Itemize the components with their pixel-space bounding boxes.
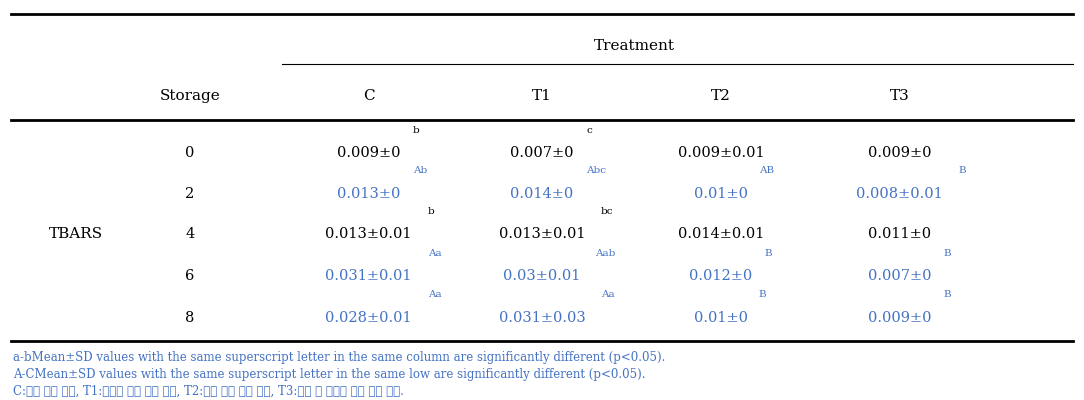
- Text: B: B: [765, 249, 773, 258]
- Text: C:일반 돈육 패티, T1:미강유 대체 돈육 패티, T2:황련 대체 돈육 패티, T3:황련 및 미강유 대체 돈육 패티.: C:일반 돈육 패티, T1:미강유 대체 돈육 패티, T2:황련 대체 돈육…: [13, 385, 404, 398]
- Text: B: B: [759, 290, 766, 299]
- Text: 0.013±0.01: 0.013±0.01: [325, 227, 412, 241]
- Text: 0.011±0: 0.011±0: [868, 227, 931, 241]
- Text: 0.009±0: 0.009±0: [337, 146, 400, 160]
- Text: 0.01±0: 0.01±0: [694, 186, 748, 201]
- Text: 0.013±0.01: 0.013±0.01: [499, 227, 585, 241]
- Text: c: c: [586, 126, 592, 134]
- Text: 0.014±0.01: 0.014±0.01: [678, 227, 764, 241]
- Text: Aa: Aa: [427, 249, 441, 258]
- Text: b: b: [427, 207, 435, 216]
- Text: Aa: Aa: [428, 290, 441, 299]
- Text: b: b: [413, 126, 420, 134]
- Text: Ab: Ab: [413, 166, 427, 175]
- Text: TBARS: TBARS: [49, 227, 103, 241]
- Text: Abc: Abc: [586, 166, 606, 175]
- Text: A-CMean±SD values with the same superscript letter in the same low are significa: A-CMean±SD values with the same superscr…: [13, 368, 645, 381]
- Text: 2: 2: [185, 186, 194, 201]
- Text: 0.031±0.01: 0.031±0.01: [325, 269, 412, 283]
- Text: 4: 4: [185, 227, 194, 241]
- Text: 0.013±0: 0.013±0: [337, 186, 400, 201]
- Text: 0.01±0: 0.01±0: [694, 310, 748, 325]
- Text: a-bMean±SD values with the same superscript letter in the same column are signif: a-bMean±SD values with the same superscr…: [13, 352, 666, 364]
- Text: B: B: [944, 249, 952, 258]
- Text: T3: T3: [890, 89, 909, 103]
- Text: Treatment: Treatment: [594, 39, 674, 53]
- Text: B: B: [944, 290, 952, 299]
- Text: 0.012±0: 0.012±0: [689, 269, 752, 283]
- Text: 0.009±0: 0.009±0: [868, 310, 931, 325]
- Text: 0.03±0.01: 0.03±0.01: [503, 269, 581, 283]
- Text: 0.014±0: 0.014±0: [511, 186, 573, 201]
- Text: 8: 8: [185, 310, 194, 325]
- Text: 6: 6: [185, 269, 194, 283]
- Text: 0.008±0.01: 0.008±0.01: [856, 186, 943, 201]
- Text: C: C: [363, 89, 374, 103]
- Text: AB: AB: [759, 166, 774, 175]
- Text: 0.007±0: 0.007±0: [868, 269, 931, 283]
- Text: Aa: Aa: [602, 290, 615, 299]
- Text: Aab: Aab: [595, 249, 616, 258]
- Text: T2: T2: [711, 89, 731, 103]
- Text: 0.009±0: 0.009±0: [868, 146, 931, 160]
- Text: 0: 0: [185, 146, 194, 160]
- Text: 0.031±0.03: 0.031±0.03: [499, 310, 585, 325]
- Text: Storage: Storage: [159, 89, 220, 103]
- Text: 0.028±0.01: 0.028±0.01: [325, 310, 412, 325]
- Text: bc: bc: [601, 207, 614, 216]
- Text: 0.007±0: 0.007±0: [511, 146, 573, 160]
- Text: T1: T1: [532, 89, 552, 103]
- Text: 0.009±0.01: 0.009±0.01: [678, 146, 764, 160]
- Text: B: B: [959, 166, 967, 175]
